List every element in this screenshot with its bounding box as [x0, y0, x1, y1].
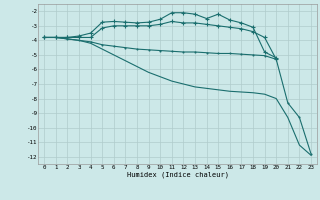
X-axis label: Humidex (Indice chaleur): Humidex (Indice chaleur)	[127, 171, 228, 178]
